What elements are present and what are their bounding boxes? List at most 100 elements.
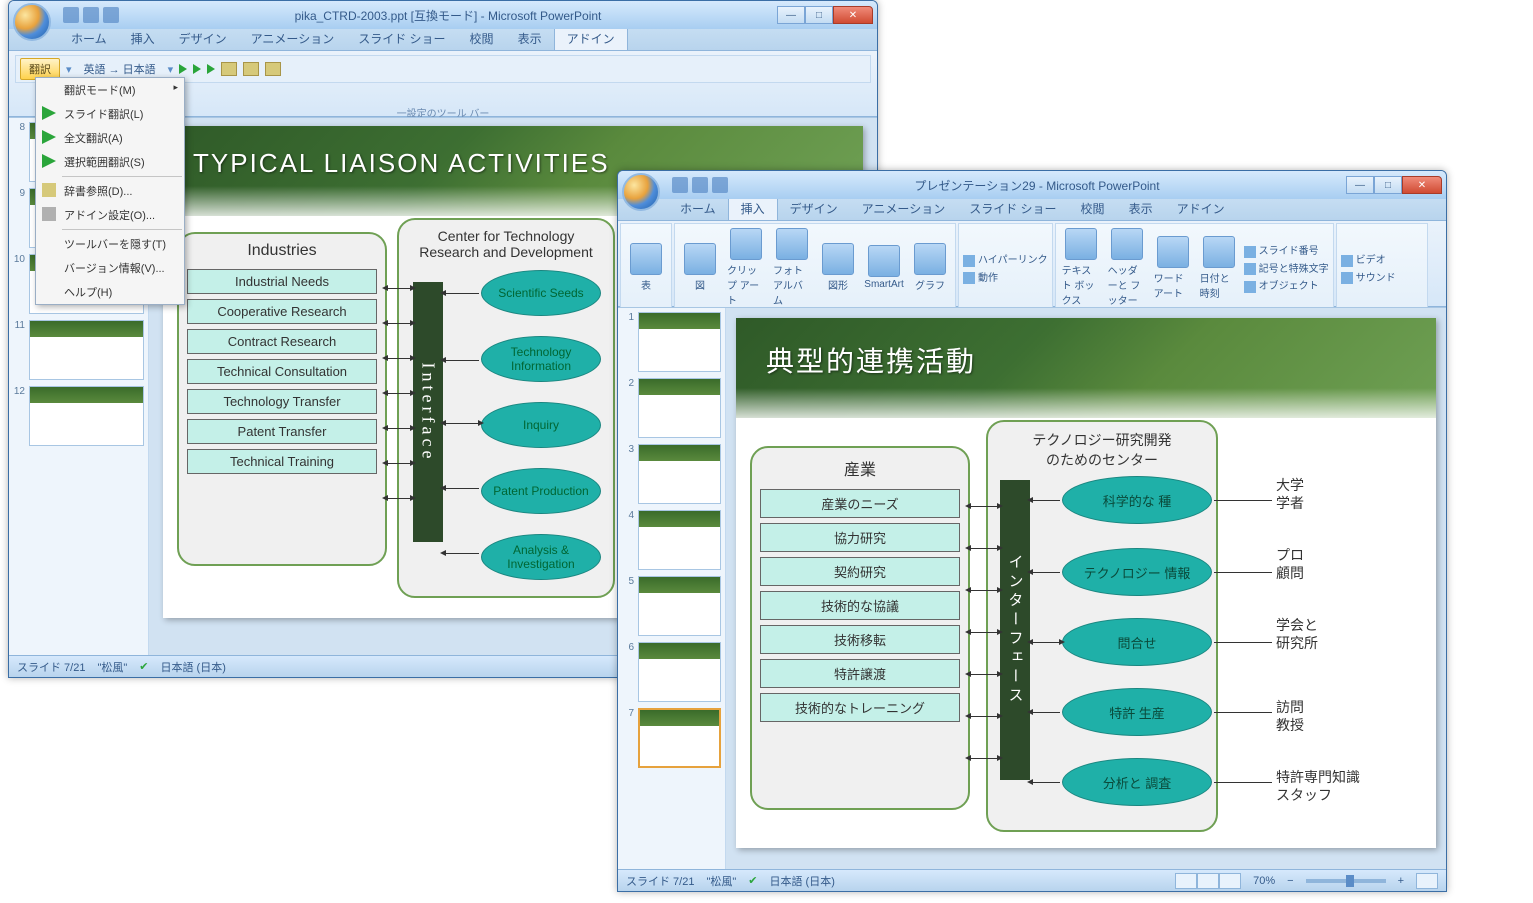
ribbon-button[interactable]: スライド番号: [1244, 242, 1329, 257]
ribbon-button[interactable]: SmartArt: [863, 243, 905, 292]
thumbnail[interactable]: 6: [622, 642, 721, 702]
undo-icon[interactable]: [692, 177, 708, 193]
ribbon-tab[interactable]: アニメーション: [239, 27, 347, 50]
play-icon: [42, 106, 56, 120]
connector-arrow: [1032, 642, 1060, 643]
thumbnail[interactable]: 4: [622, 510, 721, 570]
menu-item[interactable]: ツールバーを隠す(T): [36, 232, 184, 256]
tool-icon[interactable]: [243, 62, 259, 76]
ribbon-button[interactable]: 表: [625, 241, 667, 294]
ribbon-tab[interactable]: 挿入: [119, 27, 167, 50]
connector-arrow: [970, 674, 998, 675]
menu-item[interactable]: 全文翻訳(A): [36, 126, 184, 150]
titlebar[interactable]: pika_CTRD-2003.ppt [互換モード] - Microsoft P…: [9, 1, 877, 29]
sorter-view-button[interactable]: [1197, 873, 1219, 889]
industry-item: Cooperative Research: [187, 299, 377, 324]
minimize-button[interactable]: —: [1346, 176, 1374, 194]
ribbon-tab[interactable]: 校閲: [1069, 197, 1117, 220]
menu-item[interactable]: 選択範囲翻訳(S): [36, 150, 184, 174]
menu-item[interactable]: スライド翻訳(L): [36, 102, 184, 126]
save-icon[interactable]: [63, 7, 79, 23]
tool-icon[interactable]: [221, 62, 237, 76]
thumbnail[interactable]: 11: [13, 320, 144, 380]
undo-icon[interactable]: [83, 7, 99, 23]
maximize-button[interactable]: □: [1374, 176, 1402, 194]
zoom-level[interactable]: 70%: [1253, 875, 1275, 887]
thumbnail[interactable]: 1: [622, 312, 721, 372]
connector-arrow: [387, 323, 411, 324]
ribbon-tab[interactable]: アドイン: [554, 26, 628, 50]
ribbon-button[interactable]: ワードアート: [1152, 234, 1194, 302]
ribbon-tab[interactable]: スライド ショー: [346, 27, 457, 50]
play-icon[interactable]: [179, 64, 187, 74]
menu-item[interactable]: アドイン設定(O)...: [36, 203, 184, 227]
ribbon-button[interactable]: ビデオ: [1341, 251, 1396, 266]
ribbon-tab[interactable]: スライド ショー: [957, 197, 1068, 220]
thumbnail[interactable]: 3: [622, 444, 721, 504]
play-icon[interactable]: [193, 64, 201, 74]
zoom-slider[interactable]: [1306, 879, 1386, 883]
thumbnail[interactable]: 12: [13, 386, 144, 446]
ribbon-button[interactable]: オブジェクト: [1244, 277, 1329, 292]
ribbon-tabs: ホーム挿入デザインアニメーションスライド ショー校閲表示アドイン: [9, 29, 877, 51]
ribbon-button[interactable]: 記号と特殊文字: [1244, 260, 1329, 275]
ribbon-button[interactable]: グラフ: [909, 241, 951, 294]
titlebar[interactable]: プレゼンテーション29 - Microsoft PowerPoint — □ ✕: [618, 171, 1446, 199]
slide[interactable]: 典型的連携活動 産業 産業のニーズ協力研究契約研究技術的な協議技術移転特許譲渡技…: [736, 318, 1436, 848]
redo-icon[interactable]: [103, 7, 119, 23]
ribbon-button[interactable]: ハイパーリンク: [963, 251, 1048, 266]
language-selector[interactable]: 英語 → 日本語: [78, 59, 162, 79]
close-button[interactable]: ✕: [1402, 176, 1442, 194]
office-button[interactable]: [13, 3, 51, 41]
zoom-out-button[interactable]: −: [1287, 875, 1293, 887]
ribbon-tab[interactable]: 挿入: [728, 196, 778, 220]
ribbon-tab[interactable]: デザイン: [167, 27, 239, 50]
menu-item[interactable]: バージョン情報(V)...: [36, 256, 184, 280]
thumbnail[interactable]: 7: [622, 708, 721, 768]
redo-icon[interactable]: [712, 177, 728, 193]
quick-access-toolbar: [672, 177, 728, 193]
thumbnail[interactable]: 2: [622, 378, 721, 438]
ribbon-button[interactable]: サウンド: [1341, 269, 1396, 284]
ribbon-button[interactable]: 図形: [817, 241, 859, 294]
menu-item[interactable]: ヘルプ(H): [36, 280, 184, 304]
menu-item[interactable]: 翻訳モード(M): [36, 78, 184, 102]
ribbon-button[interactable]: クリップ アート: [725, 226, 767, 309]
office-button[interactable]: [622, 173, 660, 211]
ribbon-tab[interactable]: アニメーション: [850, 197, 958, 220]
external-label: 大学 学者: [1276, 476, 1304, 512]
close-button[interactable]: ✕: [833, 6, 873, 24]
tool-icon[interactable]: [265, 62, 281, 76]
zoom-in-button[interactable]: +: [1398, 875, 1404, 887]
slide-body: 産業 産業のニーズ協力研究契約研究技術的な協議技術移転特許譲渡技術的なトレーニン…: [736, 420, 1436, 848]
external-label: プロ 顧問: [1276, 546, 1304, 582]
ribbon-button[interactable]: ヘッダーと フッター: [1106, 226, 1148, 309]
thumbnail[interactable]: 5: [622, 576, 721, 636]
slideshow-view-button[interactable]: [1219, 873, 1241, 889]
translate-dropdown-menu: 翻訳モード(M)スライド翻訳(L)全文翻訳(A)選択範囲翻訳(S) 辞書参照(D)…: [35, 77, 185, 305]
ribbon-tab[interactable]: デザイン: [778, 197, 850, 220]
ribbon-tab[interactable]: 表示: [506, 27, 554, 50]
minimize-button[interactable]: —: [777, 6, 805, 24]
connector-arrow: [970, 590, 998, 591]
ribbon-tab[interactable]: ホーム: [668, 197, 728, 220]
ribbon-tab[interactable]: ホーム: [59, 27, 119, 50]
ribbon-button[interactable]: 日付と 時刻: [1198, 234, 1240, 302]
save-icon[interactable]: [672, 177, 688, 193]
ribbon-tab[interactable]: 表示: [1117, 197, 1165, 220]
fit-button[interactable]: [1416, 873, 1438, 889]
dropdown-icon[interactable]: ▾: [168, 63, 174, 76]
ribbon-button[interactable]: 動作: [963, 269, 1048, 284]
ribbon-button[interactable]: テキスト ボックス: [1060, 226, 1102, 309]
ribbon-button[interactable]: 図: [679, 241, 721, 294]
maximize-button[interactable]: □: [805, 6, 833, 24]
play-icon[interactable]: [207, 64, 215, 74]
dropdown-icon[interactable]: ▾: [66, 63, 72, 76]
ribbon-tab[interactable]: 校閲: [458, 27, 506, 50]
language-status[interactable]: 日本語 (日本): [770, 873, 835, 889]
normal-view-button[interactable]: [1175, 873, 1197, 889]
menu-item[interactable]: 辞書参照(D)...: [36, 179, 184, 203]
ribbon-button[interactable]: フォト アルバム: [771, 226, 813, 309]
language-status[interactable]: 日本語 (日本): [161, 659, 226, 675]
ribbon-tab[interactable]: アドイン: [1165, 197, 1237, 220]
